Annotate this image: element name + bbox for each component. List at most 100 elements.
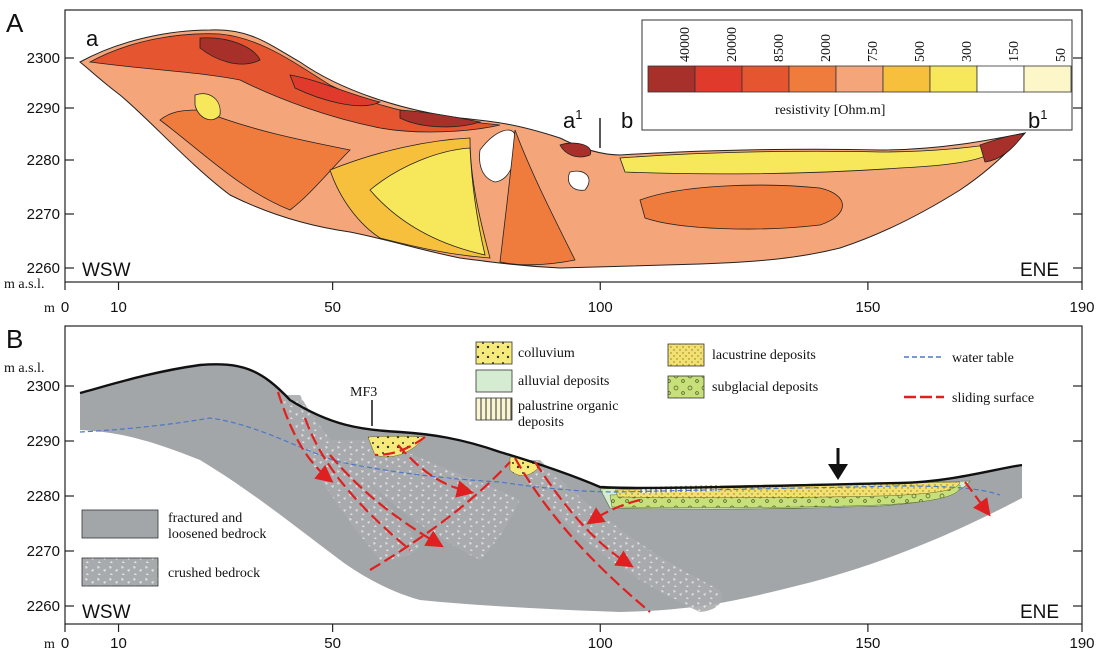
- profile-b1-label: b1: [1028, 107, 1047, 133]
- legend-bin-label-500: 500: [913, 41, 928, 62]
- legend-bin-20000: [694, 65, 743, 93]
- panel-a-y-axis: 2300 2290 2280 2270 2260: [27, 50, 1082, 277]
- crushed-bedrock-zone-1: [280, 395, 420, 560]
- sliding-surface-9: [586, 498, 641, 525]
- panel_b-x-label-150: 150: [855, 635, 880, 652]
- legend-swatch-crushed-bedrock: [81, 557, 159, 587]
- legend-bin-300: [929, 65, 978, 93]
- resistivity-zone-center-orange: [499, 129, 576, 266]
- panel-b-y-unit: m a.s.l.: [4, 361, 44, 376]
- panel-a-label: A: [6, 8, 24, 38]
- down-arrow-icon: [828, 448, 848, 480]
- legend-label-sliding-surface: sliding surface: [952, 391, 1034, 406]
- legend-label-fractured-2: loosened bedrock: [168, 527, 266, 542]
- panel_b-x-label-190: 190: [1069, 635, 1094, 652]
- panel_a-x-label-190: 190: [1069, 299, 1094, 316]
- panel_b-y-label-2290: 2290: [27, 433, 60, 450]
- legend-bin-label-8500: 8500: [772, 34, 787, 62]
- panel_b-x-label-50: 50: [324, 635, 341, 652]
- legend-bin-2000: [788, 65, 837, 93]
- panel_b-x-label-0: 0: [61, 635, 69, 652]
- resistivity-zone-small-red: [559, 142, 592, 158]
- legend-swatch-alluvial: [475, 369, 513, 393]
- panel_b-y-label-2260: 2260: [27, 598, 60, 615]
- legend-swatch-colluvium: [475, 341, 513, 365]
- legend-label-fractured-1: fractured and: [168, 511, 242, 526]
- legend-bin-50: [1023, 65, 1072, 93]
- resistivity-section: [79, 29, 1027, 269]
- sliding-surface-1: [276, 391, 334, 483]
- legend-bin-40000: [647, 65, 696, 93]
- resistivity-zone-yellow-center-inner: [369, 147, 486, 256]
- panel_b-y-label-2300: 2300: [27, 378, 60, 395]
- legend-bin-500: [882, 65, 931, 93]
- resistivity-zone-veryhigh-3: [399, 109, 482, 128]
- profile-a1-label: a1: [563, 107, 582, 133]
- resistivity-zone-veryhigh-2: [289, 74, 382, 107]
- panel-b-frame: [64, 325, 1083, 625]
- panel-a-right-direction: ENE: [1020, 260, 1059, 281]
- sliding-surface-10: [964, 481, 991, 517]
- resistivity-zone-right-orange: [639, 184, 843, 230]
- legend-label-crushed: crushed bedrock: [168, 566, 260, 581]
- panel-b-left-direction: WSW: [82, 602, 131, 623]
- sliding-surfaces: [276, 391, 991, 613]
- sliding-surface-4: [369, 461, 511, 571]
- legend-swatch-subglacial: [667, 375, 705, 399]
- resistivity-legend-title: resistivity [Ohm.m]: [775, 103, 885, 118]
- water-table-line: [79, 417, 1001, 496]
- panel-a-frame: [64, 9, 1083, 283]
- sliding-surface-5: [397, 444, 475, 498]
- panel-a-left-direction: WSW: [82, 260, 131, 281]
- legend-label-palustrine-1: palustrine organic: [518, 399, 618, 414]
- legend-swatch-lacustrine: [667, 343, 705, 367]
- panel_a-y-label-2290: 2290: [27, 100, 60, 117]
- legend-swatch-fractured-bedrock: [81, 509, 159, 539]
- panel_b-x-label-100: 100: [588, 635, 613, 652]
- panel-b-label: B: [6, 324, 23, 354]
- panel_a-y-label-2300: 2300: [27, 50, 60, 67]
- resistivity-zone-small-white: [568, 170, 590, 191]
- panel-b-x-axis: 0 10 50 100 150 190: [61, 624, 1095, 652]
- sliding-surface-2: [303, 417, 411, 551]
- legend-label-colluvium: colluvium: [518, 346, 575, 361]
- bedrock-legend: fractured and loosened bedrock crushed b…: [81, 509, 266, 587]
- legend-bin-label-20000: 20000: [725, 27, 740, 62]
- legend-bin-150: [976, 65, 1025, 93]
- legend-bin-label-50: 50: [1054, 48, 1069, 62]
- legend-bin-label-300: 300: [960, 41, 975, 62]
- panel_a-x-label-150: 150: [855, 299, 880, 316]
- panel-b-y-axis: 2300 2290 2280 2270 2260: [27, 378, 1082, 615]
- ground-surface: [79, 363, 1023, 490]
- legend-label-palustrine-2: deposits: [518, 415, 564, 430]
- legend-bin-label-40000: 40000: [678, 27, 693, 62]
- panel_a-y-label-2260: 2260: [27, 260, 60, 277]
- profile-start-label: a: [86, 26, 99, 51]
- sliding-surface-8: [534, 461, 634, 568]
- panel_b-y-label-2280: 2280: [27, 488, 60, 505]
- sliding-surface-3: [329, 454, 444, 548]
- panel-b: MF3 colluvium alluvial deposits palustri…: [4, 324, 1095, 652]
- legend-bin-label-750: 750: [866, 41, 881, 62]
- panel-b-right-direction: ENE: [1020, 602, 1059, 623]
- panel-b-x-unit: m: [44, 637, 55, 652]
- deposit-legend: colluvium alluvial deposits palustrine o…: [475, 341, 1034, 430]
- legend-bin-750: [835, 65, 884, 93]
- panel-a: 40000 20000 8500 2000 750 500 300 150 50 resisti…: [4, 8, 1095, 316]
- legend-label-alluvial: alluvial deposits: [518, 374, 609, 389]
- panel_a-x-label-100: 100: [588, 299, 613, 316]
- resistivity-zone-veryhigh-1: [199, 37, 261, 65]
- legend-swatch-palustrine: [475, 397, 513, 421]
- mf3-label: MF3: [350, 385, 377, 400]
- panel-a-x-unit: m: [44, 301, 55, 316]
- panel-a-x-axis: 0 10 50 100 150 190: [61, 282, 1095, 316]
- sliding-surface-6: [374, 436, 426, 457]
- sliding-surface-7: [514, 457, 651, 613]
- profile-b-label: b: [621, 108, 633, 133]
- legend-bin-8500: [741, 65, 790, 93]
- resistivity-legend: 40000 20000 8500 2000 750 500 300 150 50 resisti…: [641, 19, 1073, 131]
- legend-bin-label-150: 150: [1007, 41, 1022, 62]
- legend-label-lacustrine: lacustrine deposits: [712, 348, 816, 363]
- panel_b-y-label-2270: 2270: [27, 543, 60, 560]
